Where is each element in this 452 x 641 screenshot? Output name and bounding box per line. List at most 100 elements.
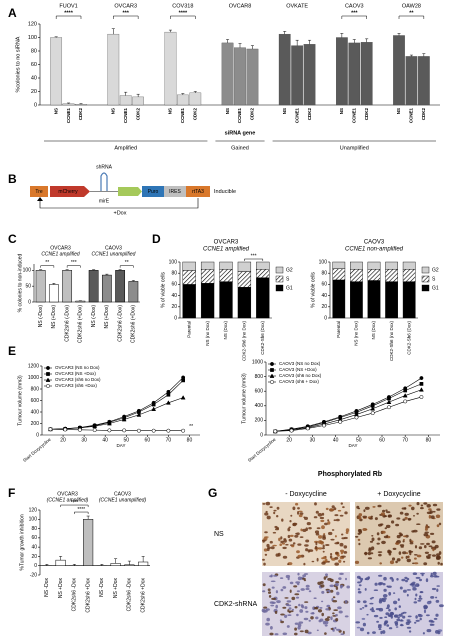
- nucleus: [341, 555, 346, 558]
- bar-segment: [332, 279, 346, 319]
- group-title: OVCAR3: [50, 245, 71, 251]
- nucleus: [346, 585, 351, 589]
- nucleus: [358, 584, 362, 587]
- bar: [88, 270, 99, 303]
- category-label: OVCAR8: [229, 3, 252, 9]
- marker: [403, 399, 408, 404]
- nucleus: [432, 503, 438, 507]
- panel-label: D: [152, 232, 161, 246]
- bar-label: NS: [282, 108, 287, 114]
- x-axis-label: DAY: [349, 443, 358, 448]
- nucleus: [416, 512, 419, 515]
- marker: [386, 399, 392, 404]
- legend-label: CAOV3 (NS +Dox): [279, 367, 317, 372]
- bar: [128, 281, 139, 303]
- nucleus: [384, 616, 388, 618]
- nucleus: [313, 597, 317, 599]
- bar-segment: [237, 287, 252, 319]
- bar: [75, 300, 86, 303]
- nucleus: [396, 578, 399, 581]
- nucleus: [313, 516, 318, 519]
- nucleus: [264, 536, 269, 538]
- marker: [63, 427, 68, 432]
- y-tick-label: 40: [31, 544, 37, 550]
- nucleus: [334, 562, 340, 566]
- panel-label: B: [8, 172, 17, 186]
- nucleus: [308, 527, 312, 530]
- nucleus: [279, 543, 283, 546]
- marker: [305, 426, 310, 431]
- nucleus: [362, 622, 366, 627]
- nucleus: [330, 627, 334, 630]
- nucleus: [315, 532, 320, 536]
- nucleus: [286, 625, 290, 628]
- nucleus: [327, 616, 331, 619]
- nucleus: [335, 614, 338, 617]
- nucleus: [387, 585, 392, 588]
- x-tick-label: 50: [356, 437, 362, 443]
- rtta3-box: [186, 186, 210, 197]
- nucleus: [332, 600, 338, 603]
- nucleus: [371, 537, 375, 542]
- nucleus: [305, 610, 309, 613]
- marker: [370, 406, 376, 411]
- nucleus: [354, 560, 360, 565]
- bar-segment: [182, 284, 196, 319]
- nucleus: [424, 551, 429, 554]
- y-tick-label: 60: [31, 535, 37, 541]
- nucleus: [412, 562, 415, 565]
- nucleus: [275, 528, 279, 531]
- marker: [387, 405, 391, 410]
- x-tick-label: 70: [166, 437, 172, 443]
- nucleus: [341, 533, 344, 536]
- nucleus: [416, 502, 420, 506]
- legend-swatch: [275, 275, 284, 283]
- bar-segment: [256, 269, 270, 278]
- nucleus: [372, 631, 376, 634]
- nucleus: [358, 530, 363, 534]
- ihc-title: Phosphorylated Rb: [318, 471, 382, 478]
- x-tick-label: 20: [60, 437, 66, 443]
- nucleus: [408, 630, 412, 633]
- bar: [291, 45, 304, 106]
- nucleus: [322, 556, 327, 560]
- nucleus: [303, 562, 306, 566]
- nucleus: [314, 606, 319, 610]
- nucleus: [424, 527, 428, 531]
- group-title: OVCAR3: [57, 491, 78, 497]
- significance-bracket: [60, 504, 89, 508]
- nucleus: [357, 590, 362, 594]
- category-label: FUOV1: [59, 3, 77, 9]
- nucleus: [266, 543, 270, 548]
- nucleus: [401, 612, 404, 615]
- nucleus: [371, 610, 376, 613]
- nucleus: [332, 612, 335, 615]
- nucleus: [282, 632, 288, 636]
- nucleus: [426, 555, 431, 558]
- nucleus: [279, 577, 284, 579]
- nucleus: [369, 540, 374, 543]
- nucleus: [274, 610, 278, 615]
- nucleus: [334, 556, 339, 560]
- nucleus: [314, 530, 320, 534]
- nucleus: [274, 525, 278, 529]
- nucleus: [292, 523, 295, 526]
- panel-label: A: [8, 6, 17, 20]
- nucleus: [396, 517, 401, 520]
- significance-label: ***: [71, 260, 77, 266]
- nucleus: [397, 616, 401, 619]
- nucleus: [424, 545, 427, 549]
- nucleus: [316, 629, 319, 632]
- nucleus: [406, 619, 411, 621]
- x-tick-label: CDK2sh6 (+Dox): [131, 305, 137, 343]
- nucleus: [406, 577, 410, 581]
- nucleus: [420, 507, 424, 510]
- nucleus: [295, 502, 299, 506]
- nucleus: [272, 531, 277, 534]
- marker: [46, 384, 50, 388]
- nucleus: [315, 510, 319, 514]
- nucleus: [388, 552, 392, 556]
- category-label: OVKATE: [286, 3, 308, 9]
- marker: [403, 388, 408, 393]
- y-tick-label: 100: [319, 259, 328, 265]
